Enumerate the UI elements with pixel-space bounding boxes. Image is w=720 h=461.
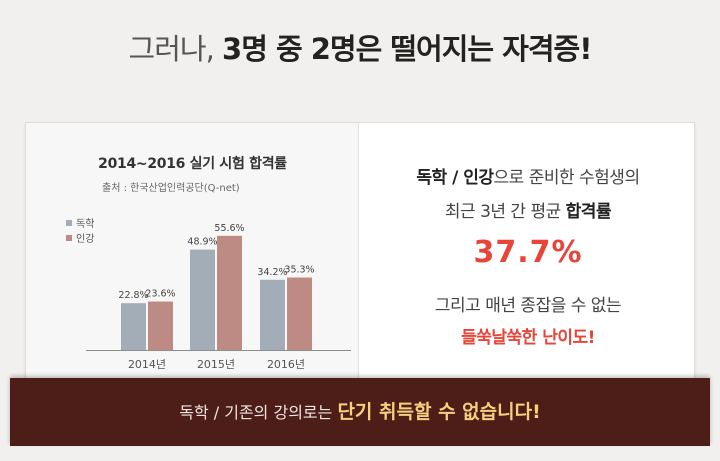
legend-item-self-study: 독학 (66, 215, 94, 230)
info-line-1-rest: 으로 준비한 수험생의 (493, 168, 641, 188)
chart-title: 2014~2016 실기 시험 합격률 (98, 156, 287, 172)
x-tick-label-1: 2015년 (197, 358, 235, 371)
data-label-self-study-2: 34.2% (257, 267, 287, 278)
info-line-2: 최근 3년 간 평균 합격률 (360, 197, 696, 222)
bar-chart: 22.8%23.6% 2014년 48.9% 55.6% 2015년 34.2%35.3%… (86, 223, 351, 371)
banner-highlight: 단기 취득할 수 없습니다! (337, 401, 541, 423)
chart-legend: 독학 인강 (66, 215, 94, 245)
chart-source: 출처 : 한국산업인력공단(Q-net) (102, 183, 240, 194)
data-label-online-lecture-1: 55.6% (214, 223, 244, 234)
info-line-4: 들쑥날쑥한 난이도! (461, 328, 595, 348)
headline-bold: 3명 중 2명은 떨어지는 자격증! (222, 32, 592, 66)
info-line-2-rest: 최근 3년 간 평균 (444, 202, 566, 222)
banner-prefix: 독학 / 기존의 강의로는 (179, 403, 338, 422)
bottom-banner: 독학 / 기존의 강의로는 단기 취득할 수 없습니다! (10, 378, 710, 446)
info-line-3: 그리고 매년 종잡을 수 없는 (434, 296, 622, 316)
average-pass-rate: 37.7% (473, 235, 583, 270)
info-line-1-bold: 독학 / 인강 (416, 168, 494, 188)
x-tick-label-2: 2016년 (267, 358, 305, 371)
info-panel: 독학 / 인강으로 준비한 수험생의 최근 3년 간 평균 합격률 37.7% … (360, 123, 696, 388)
data-label-self-study-1: 48.9% (187, 237, 217, 248)
legend-swatch-self-study (66, 219, 72, 226)
bar-online-lecture-1 (217, 235, 242, 350)
content-card: 22.8% 23.6% 2014년 48.9% 55.6% 2015년 34.2% 35.3%… (25, 122, 696, 388)
headline: 그러나, 3명 중 2명은 떨어지는 자격증! (0, 26, 720, 68)
x-tick-label-0: 2014년 (128, 358, 166, 371)
data-label-self-study-0: 22.8% (118, 290, 148, 301)
bar-self-study-2 (260, 279, 285, 350)
bar-self-study-1 (190, 249, 215, 350)
bar-self-study-0 (121, 303, 146, 350)
legend-swatch-online-lecture (66, 234, 72, 241)
legend-label-self-study: 독학 (76, 219, 95, 230)
bar-online-lecture-2 (287, 277, 312, 350)
info-line-1: 독학 / 인강으로 준비한 수험생의 (360, 163, 696, 188)
data-label-online-lecture-2: 35.3% (284, 265, 314, 276)
headline-light: 그러나, (128, 32, 215, 66)
bar-online-lecture-0 (148, 301, 173, 350)
info-line-2-bold: 합격률 (565, 202, 612, 222)
chart-panel: 22.8% 23.6% 2014년 48.9% 55.6% 2015년 34.2% 35.3%… (26, 123, 359, 388)
legend-item-online-lecture: 인강 (66, 230, 94, 245)
legend-label-online-lecture: 인강 (76, 234, 95, 245)
data-label-online-lecture-0: 23.6% (145, 289, 175, 300)
